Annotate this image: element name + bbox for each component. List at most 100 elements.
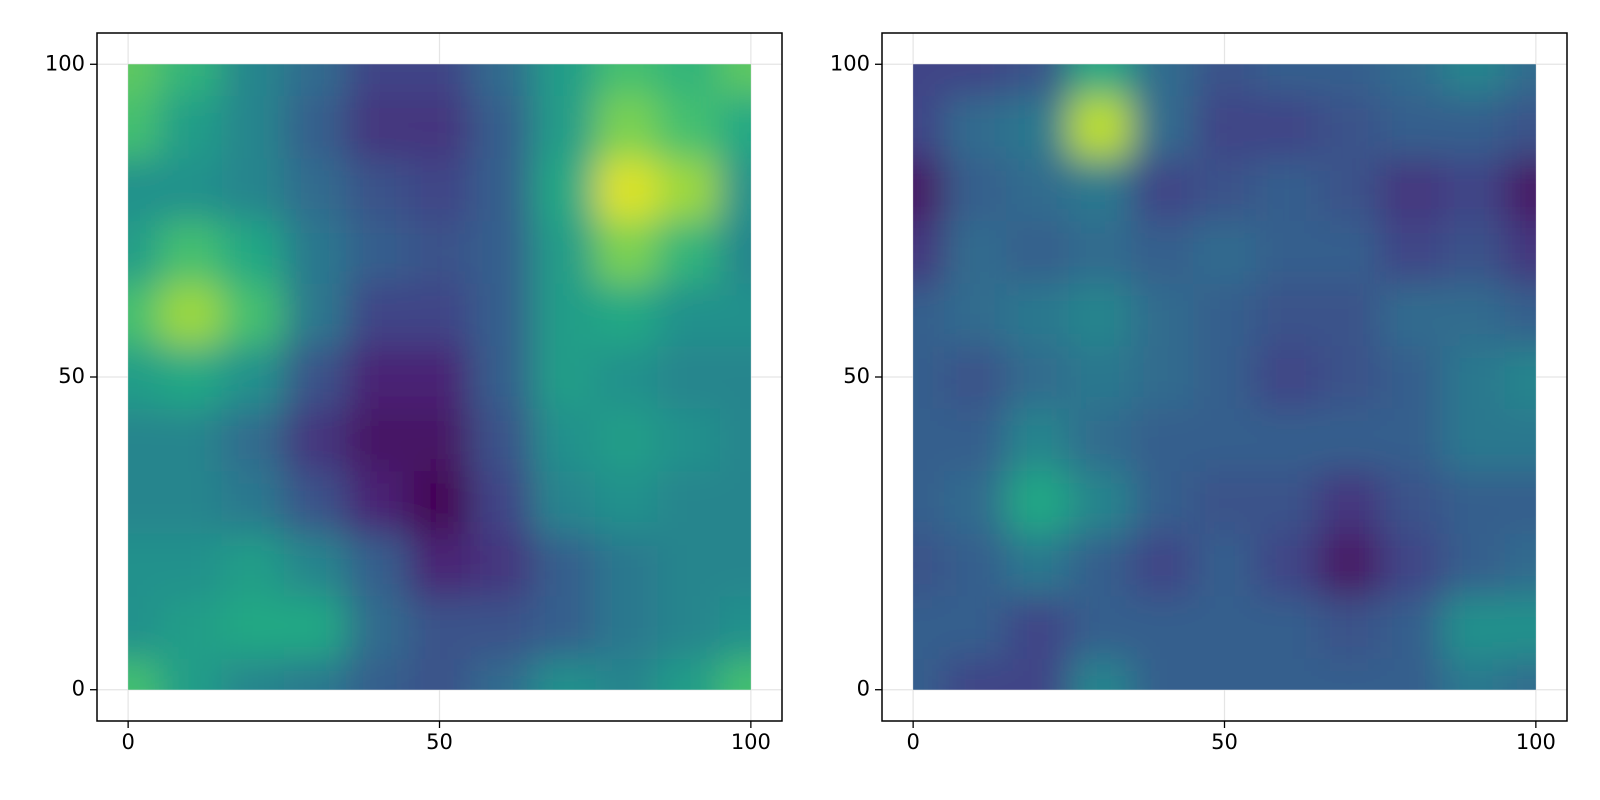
- heatmap-cell: [408, 345, 472, 409]
- heatmap-cell: [595, 408, 658, 472]
- heatmap-cell: [1442, 158, 1506, 222]
- heatmap-cell: [408, 533, 472, 597]
- heatmap-cell: [1193, 408, 1257, 472]
- heatmap-cell: [719, 220, 751, 284]
- heatmap-cell: [719, 64, 751, 97]
- heatmap-cell: [1504, 95, 1536, 159]
- heatmap-cell: [913, 658, 945, 690]
- heatmap-cell: [657, 533, 721, 597]
- heatmap-cell: [1442, 408, 1506, 472]
- heatmap-cell: [283, 64, 347, 97]
- heatmap-cell: [128, 408, 160, 472]
- heatmap-cell: [1255, 345, 1319, 409]
- heatmap-cell: [595, 470, 658, 534]
- heatmap-cell: [283, 533, 347, 597]
- heatmap-cell: [128, 345, 160, 409]
- heatmap-cell: [719, 408, 751, 472]
- heatmap-cell: [913, 470, 945, 534]
- heatmap-cell: [1006, 408, 1070, 472]
- heatmap-cell: [159, 220, 223, 284]
- heatmap-cell: [1131, 658, 1194, 690]
- heatmap-cell: [532, 220, 596, 284]
- heatmap-cell: [944, 658, 1008, 690]
- heatmap-cell: [719, 345, 751, 409]
- heatmap-cell: [1317, 95, 1381, 159]
- heatmap-cell: [1442, 95, 1506, 159]
- heatmap-cell: [1131, 220, 1194, 284]
- heatmap-cell: [944, 220, 1008, 284]
- heatmap-cell: [1504, 595, 1536, 659]
- heatmap-cell: [221, 158, 285, 222]
- heatmap-cell: [1006, 345, 1070, 409]
- heatmap-cell: [944, 158, 1008, 222]
- heatmap-cell: [1442, 470, 1506, 534]
- heatmap-cell: [913, 408, 945, 472]
- heatmap-cell: [470, 533, 534, 597]
- heatmap-cell: [944, 64, 1008, 97]
- heatmap-cell: [470, 595, 534, 659]
- heatmap-cell: [719, 158, 751, 222]
- heatmap-cell: [1131, 64, 1194, 97]
- heatmap-cell: [1131, 595, 1194, 659]
- heatmap-cell: [944, 595, 1008, 659]
- heatmap-cell: [221, 345, 285, 409]
- heatmap-cell: [1193, 64, 1257, 97]
- x-tick-label: 100: [1516, 730, 1556, 754]
- heatmap-cell: [1380, 64, 1443, 97]
- x-tick-label: 50: [1211, 730, 1238, 754]
- heatmap-cell: [346, 64, 409, 97]
- heatmap-cell: [408, 158, 472, 222]
- heatmap-cell: [595, 533, 658, 597]
- heatmap-cell: [283, 470, 347, 534]
- heatmap-cell: [1504, 158, 1536, 222]
- heatmap-cell: [1380, 658, 1443, 690]
- heatmap-cell: [1442, 658, 1506, 690]
- heatmap-cell: [1255, 158, 1319, 222]
- y-tick-label: 50: [843, 364, 870, 388]
- heatmap-cell: [1317, 220, 1381, 284]
- heatmap-cell: [1068, 345, 1132, 409]
- heatmap-cell: [346, 345, 409, 409]
- heatmap-cell: [1380, 533, 1443, 597]
- heatmap-cell: [221, 595, 285, 659]
- heatmap-cell: [657, 95, 721, 159]
- heatmap-cell: [128, 283, 160, 347]
- heatmap-cell: [1317, 283, 1381, 347]
- heatmap-cell: [159, 595, 223, 659]
- heatmap-cell: [532, 345, 596, 409]
- heatmap-cell: [1131, 470, 1194, 534]
- y-tick-label: 50: [58, 364, 85, 388]
- heatmap-cell: [470, 95, 534, 159]
- heatmap-cell: [595, 283, 658, 347]
- heatmap-cell: [944, 345, 1008, 409]
- heatmap-cell: [159, 283, 223, 347]
- heatmap-cells: [128, 64, 751, 690]
- heatmap-cell: [657, 283, 721, 347]
- heatmap-cell: [1255, 95, 1319, 159]
- heatmap-cell: [595, 345, 658, 409]
- heatmap-cell: [913, 220, 945, 284]
- heatmap-cell: [913, 345, 945, 409]
- heatmap-cell: [408, 64, 472, 97]
- heatmap-cell: [944, 95, 1008, 159]
- heatmap-cell: [159, 533, 223, 597]
- heatmap-cell: [159, 470, 223, 534]
- y-tick-label: 100: [830, 51, 870, 75]
- heatmap-cell: [1504, 533, 1536, 597]
- heatmap-cell: [1068, 158, 1132, 222]
- heatmap-cell: [159, 408, 223, 472]
- heatmap-cell: [221, 533, 285, 597]
- heatmap-cell: [159, 95, 223, 159]
- heatmap-cell: [221, 470, 285, 534]
- y-tick-label: 100: [45, 51, 85, 75]
- heatmap-cell: [470, 658, 534, 690]
- heatmap-cell: [283, 595, 347, 659]
- heatmap-cell: [1006, 470, 1070, 534]
- x-tick-label: 100: [731, 730, 771, 754]
- heatmap-cell: [128, 158, 160, 222]
- heatmap-cell: [1255, 64, 1319, 97]
- heatmap-cell: [221, 658, 285, 690]
- heatmap-cell: [128, 95, 160, 159]
- heatmap-cell: [1193, 533, 1257, 597]
